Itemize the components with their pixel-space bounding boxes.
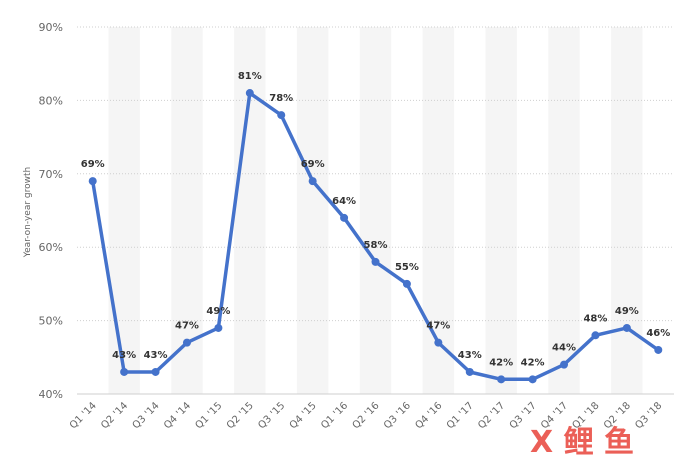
data-label: 69% [301,159,325,170]
column-band [548,27,580,394]
data-label: 42% [489,357,513,368]
column-band [296,27,329,394]
data-point[interactable] [560,360,569,369]
data-points [88,89,663,384]
data-point[interactable] [622,323,631,332]
y-tick-label: 40% [39,388,63,401]
data-label: 44% [552,343,576,354]
data-label: 78% [269,93,293,104]
column-band [108,27,140,394]
column-band [422,27,455,394]
y-tick-label: 70% [39,168,63,181]
x-tick-label: Q2 '14 [99,400,130,431]
data-point[interactable] [214,323,223,332]
data-label: 48% [583,313,607,324]
data-point[interactable] [402,279,411,288]
data-label: 46% [646,328,670,339]
x-tick-label: Q3 '16 [382,400,413,431]
y-tick-label: 80% [39,94,63,107]
data-label: 55% [395,262,419,273]
data-point[interactable] [654,345,663,354]
data-label: 43% [112,350,136,361]
x-tick-label: Q2 '17 [476,400,507,431]
x-tick-label: Q3 '18 [633,400,664,431]
x-tick-label: Q1 '17 [445,400,476,431]
data-point[interactable] [591,331,600,340]
data-point[interactable] [151,367,160,376]
data-point[interactable] [308,177,317,186]
data-label: 58% [364,240,388,251]
column-band [485,27,517,394]
y-tick-label: 60% [39,241,63,254]
data-point[interactable] [434,338,443,347]
data-labels: 69% 43% 43% 47% 49% 81% 78% 69% 64% 58% 55% 47% 43% 4… [81,71,671,368]
data-label: 81% [238,71,262,82]
data-point[interactable] [371,257,380,266]
x-tick-label: Q3 '15 [256,400,287,431]
data-label: 42% [521,357,545,368]
x-tick-label: Q1 '15 [193,400,224,431]
data-label: 49% [615,306,639,317]
x-tick-label: Q1 '14 [68,400,99,431]
data-point[interactable] [528,375,537,384]
y-tick-label: 50% [39,315,63,328]
data-label: 47% [426,321,450,332]
column-band [359,27,392,394]
column-band [234,27,266,394]
watermark-logo: X 鲤 鱼 [530,425,634,460]
data-label: 69% [81,159,105,170]
column-band [611,27,643,394]
data-point[interactable] [182,338,191,347]
data-point[interactable] [120,367,129,376]
y-axis-ticks: 40% 50% 60% 70% 80% 90% [39,21,63,401]
data-point[interactable] [88,177,97,186]
y-tick-label: 90% [39,21,63,34]
x-tick-label: Q2 '15 [225,400,256,431]
data-point[interactable] [340,213,349,222]
column-band [171,27,203,394]
x-tick-label: Q4 '14 [162,400,193,431]
x-tick-label: Q3 '14 [131,400,162,431]
data-point[interactable] [465,367,474,376]
data-label: 43% [458,350,482,361]
data-label: 47% [175,321,199,332]
data-point[interactable] [497,375,506,384]
column-bands [108,27,643,394]
data-label: 49% [206,306,230,317]
y-axis-label: Year-on-year growth [23,167,33,258]
data-point[interactable] [245,89,254,98]
data-point[interactable] [277,111,286,120]
x-tick-label: Q1 '16 [319,400,350,431]
data-label: 64% [332,196,356,207]
x-tick-label: Q4 '15 [288,400,319,431]
x-tick-label: Q4 '16 [413,400,444,431]
x-tick-label: Q2 '16 [351,400,382,431]
data-label: 43% [144,350,168,361]
gridlines [77,26,674,395]
